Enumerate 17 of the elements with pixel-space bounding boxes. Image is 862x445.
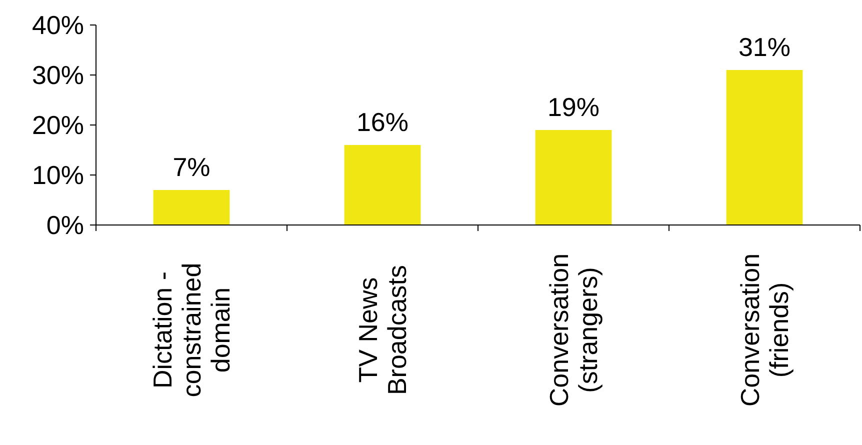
bar: [535, 130, 612, 225]
data-label: 19%: [547, 92, 600, 122]
bar: [344, 145, 421, 225]
y-tick-label: 20%: [32, 110, 84, 140]
x-tick-label: Conversation (friends): [735, 253, 794, 407]
bar: [153, 190, 230, 225]
y-tick-label: 30%: [32, 60, 84, 90]
y-tick-label: 40%: [32, 10, 84, 40]
data-label: 7%: [172, 152, 210, 182]
y-tick-label: 0%: [46, 210, 84, 240]
data-label: 31%: [738, 32, 791, 62]
x-tick-label: Conversation (strangers): [544, 253, 603, 407]
data-label: 16%: [356, 107, 409, 137]
x-tick-label: Dictation - constrained domain: [148, 262, 236, 398]
bar: [726, 70, 803, 225]
x-tick-label: TV News Broadcasts: [353, 264, 412, 396]
y-tick-label: 10%: [32, 160, 84, 190]
